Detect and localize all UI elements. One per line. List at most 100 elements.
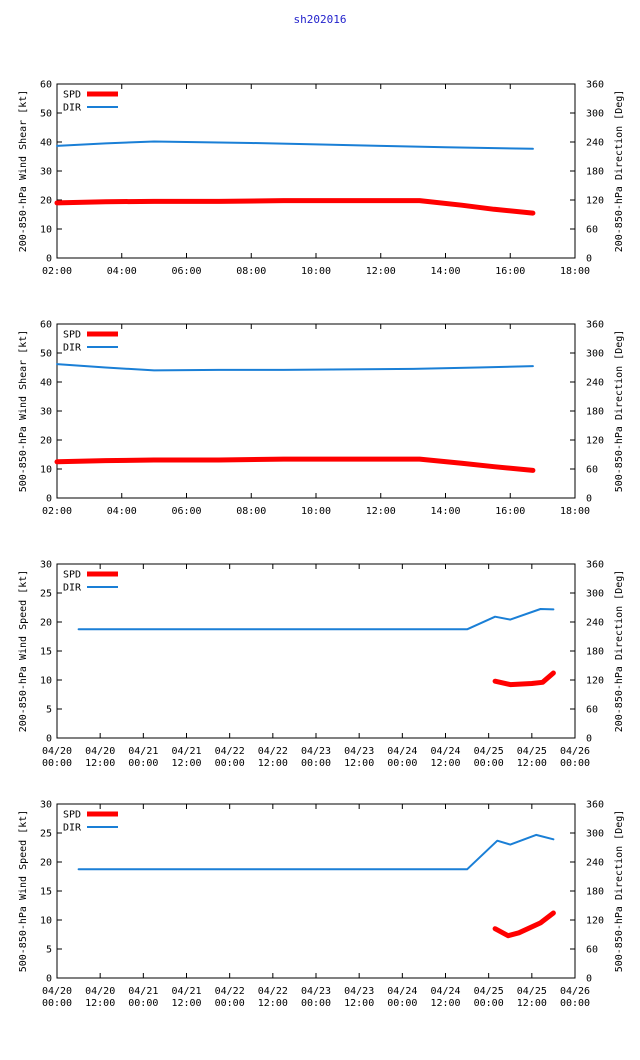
x-tick-label: 12:00 [430,998,460,1009]
chart-4: 05101520253006012018024030036004/2000:00… [18,800,625,1010]
y-axis-label-right: 500-850-hPa Direction [Deg] [614,810,625,973]
right-tick-label: 180 [586,887,604,898]
left-tick-label: 10 [40,676,52,687]
x-tick-label: 04/25 [474,746,504,757]
right-tick-label: 0 [586,254,592,265]
left-tick-label: 25 [40,589,52,600]
x-tick-label: 16:00 [495,506,525,517]
left-tick-label: 0 [46,734,52,745]
left-tick-label: 50 [40,349,52,360]
right-tick-label: 180 [586,167,604,178]
left-tick-label: 10 [40,225,52,236]
x-tick-label: 04/25 [517,986,547,997]
left-tick-label: 0 [46,974,52,985]
legend-label-spd: SPD [63,570,81,581]
spd-series-line [492,910,556,939]
right-tick-label: 240 [586,138,604,149]
x-tick-label: 00:00 [42,998,72,1009]
y-axis-label-left: 200-850-hPa Wind Speed [kt] [18,570,29,733]
legend-label-dir: DIR [63,583,82,594]
left-tick-label: 40 [40,378,52,389]
x-tick-label: 00:00 [560,758,590,769]
left-tick-label: 10 [40,916,52,927]
dir-series-line [56,140,534,150]
x-tick-label: 12:00 [171,758,201,769]
x-tick-label: 04/22 [215,746,245,757]
left-tick-label: 60 [40,80,52,91]
legend-label-dir: DIR [63,823,82,834]
left-tick-label: 10 [40,465,52,476]
left-tick-label: 30 [40,167,52,178]
right-tick-label: 120 [586,436,604,447]
x-tick-label: 18:00 [560,266,590,277]
x-tick-label: 10:00 [301,506,331,517]
left-tick-label: 20 [40,436,52,447]
right-tick-label: 180 [586,647,604,658]
x-tick-label: 12:00 [517,998,547,1009]
legend-label-spd: SPD [63,330,81,341]
x-tick-label: 00:00 [301,758,331,769]
x-tick-label: 06:00 [171,506,201,517]
left-tick-label: 60 [40,320,52,331]
left-tick-label: 0 [46,254,52,265]
x-tick-label: 04:00 [107,506,137,517]
x-tick-label: 14:00 [430,506,460,517]
right-tick-label: 60 [586,945,598,956]
page-title: sh202016 [293,13,347,26]
left-tick-label: 30 [40,800,52,811]
left-tick-label: 0 [46,494,52,505]
x-tick-label: 04/23 [301,986,331,997]
plot-frame [56,323,576,499]
right-tick-label: 360 [586,800,604,811]
right-tick-label: 120 [586,916,604,927]
x-tick-label: 06:00 [171,266,201,277]
x-tick-label: 00:00 [474,758,504,769]
x-tick-label: 00:00 [42,758,72,769]
x-tick-label: 04/22 [258,746,288,757]
x-tick-label: 04/22 [215,986,245,997]
x-tick-label: 12:00 [517,758,547,769]
x-tick-label: 00:00 [474,998,504,1009]
left-tick-label: 20 [40,196,52,207]
legend-label-spd: SPD [63,90,81,101]
x-tick-label: 00:00 [560,998,590,1009]
legend-label-dir: DIR [63,343,82,354]
right-tick-label: 60 [586,465,598,476]
right-tick-label: 240 [586,858,604,869]
plot-frame [56,563,576,739]
x-tick-label: 12:00 [258,758,288,769]
chart-2: 0 10 20 30 40 50 60 0 60 120 180 240 300 360 02:00 04:0… [18,320,625,518]
left-tick-label: 20 [40,618,52,629]
y-axis-label-left: 500-850-hPa Wind Shear [kt] [18,330,29,493]
x-tick-label: 04/25 [474,986,504,997]
left-tick-label: 15 [40,887,52,898]
spd-series-line [54,198,536,216]
y-axis-label-right: 200-850-hPa Direction [Deg] [614,90,625,253]
x-tick-label: 08:00 [236,506,266,517]
spd-series-line [492,670,556,688]
x-tick-label: 12:00 [344,758,374,769]
x-tick-label: 04/21 [128,986,158,997]
chart-1: 0 10 20 30 40 50 60 0 60 120 180 240 300 360 02:00 04:0… [18,80,625,278]
x-tick-label: 04:00 [107,266,137,277]
legend-label-dir: DIR [63,103,82,114]
x-tick-label: 02:00 [42,266,72,277]
y-axis-label-left: 500-850-hPa Wind Speed [kt] [18,810,29,973]
x-tick-label: 12:00 [85,758,115,769]
left-tick-label: 30 [40,560,52,571]
x-tick-label: 04/20 [85,746,115,757]
x-tick-label: 00:00 [387,998,417,1009]
x-tick-label: 12:00 [171,998,201,1009]
x-tick-label: 18:00 [560,506,590,517]
right-tick-label: 0 [586,974,592,985]
dir-series-line [56,363,534,372]
left-tick-label: 15 [40,647,52,658]
x-tick-label: 10:00 [301,266,331,277]
left-tick-label: 25 [40,829,52,840]
x-tick-label: 12:00 [344,998,374,1009]
x-tick-label: 04/21 [171,986,201,997]
x-tick-label: 04/24 [430,986,460,997]
left-tick-label: 30 [40,407,52,418]
right-tick-label: 60 [586,225,598,236]
